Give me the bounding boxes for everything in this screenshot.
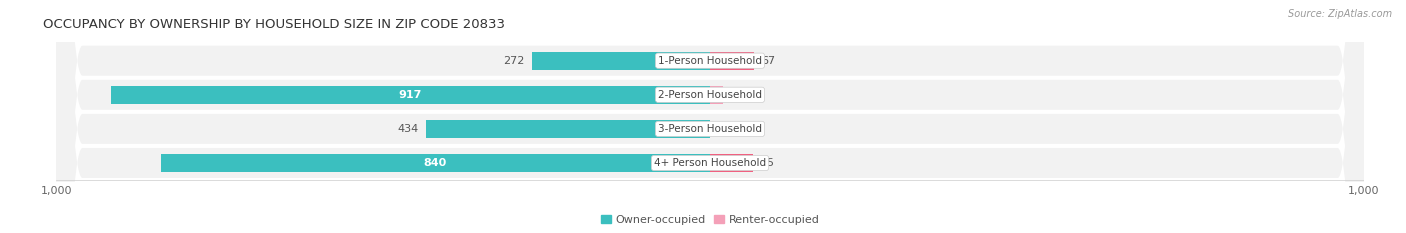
Text: 1-Person Household: 1-Person Household [658, 56, 762, 66]
FancyBboxPatch shape [56, 0, 1364, 233]
Text: 917: 917 [398, 90, 422, 100]
Text: 67: 67 [762, 56, 776, 66]
Text: 2-Person Household: 2-Person Household [658, 90, 762, 100]
Text: 4+ Person Household: 4+ Person Household [654, 158, 766, 168]
Text: 20: 20 [731, 90, 745, 100]
Bar [710, 86, 723, 104]
Legend: Owner-occupied, Renter-occupied: Owner-occupied, Renter-occupied [596, 210, 824, 229]
FancyBboxPatch shape [56, 0, 1364, 233]
FancyBboxPatch shape [56, 0, 1364, 233]
Bar [160, 154, 710, 172]
Bar [710, 52, 754, 70]
Bar [710, 154, 752, 172]
Text: 65: 65 [761, 158, 775, 168]
Text: 434: 434 [396, 124, 419, 134]
Text: 3-Person Household: 3-Person Household [658, 124, 762, 134]
Text: 840: 840 [423, 158, 447, 168]
FancyBboxPatch shape [56, 0, 1364, 233]
Text: 0: 0 [718, 124, 725, 134]
Bar [111, 86, 710, 104]
Text: 272: 272 [503, 56, 524, 66]
Bar [426, 120, 710, 138]
Bar [533, 52, 710, 70]
Text: OCCUPANCY BY OWNERSHIP BY HOUSEHOLD SIZE IN ZIP CODE 20833: OCCUPANCY BY OWNERSHIP BY HOUSEHOLD SIZE… [44, 18, 505, 31]
Text: Source: ZipAtlas.com: Source: ZipAtlas.com [1288, 9, 1392, 19]
